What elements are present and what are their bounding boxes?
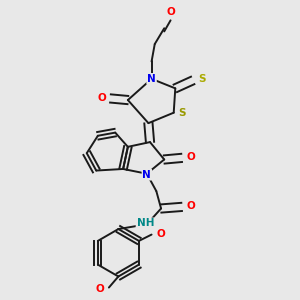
Text: O: O [186,152,195,162]
Text: NH: NH [136,218,154,228]
Text: O: O [97,93,106,103]
Text: S: S [178,108,185,118]
Text: O: O [157,229,165,238]
Text: O: O [186,201,195,211]
Text: N: N [142,170,151,180]
Text: O: O [95,284,104,294]
Text: N: N [147,74,156,84]
Text: O: O [166,8,175,17]
Text: S: S [198,74,205,84]
